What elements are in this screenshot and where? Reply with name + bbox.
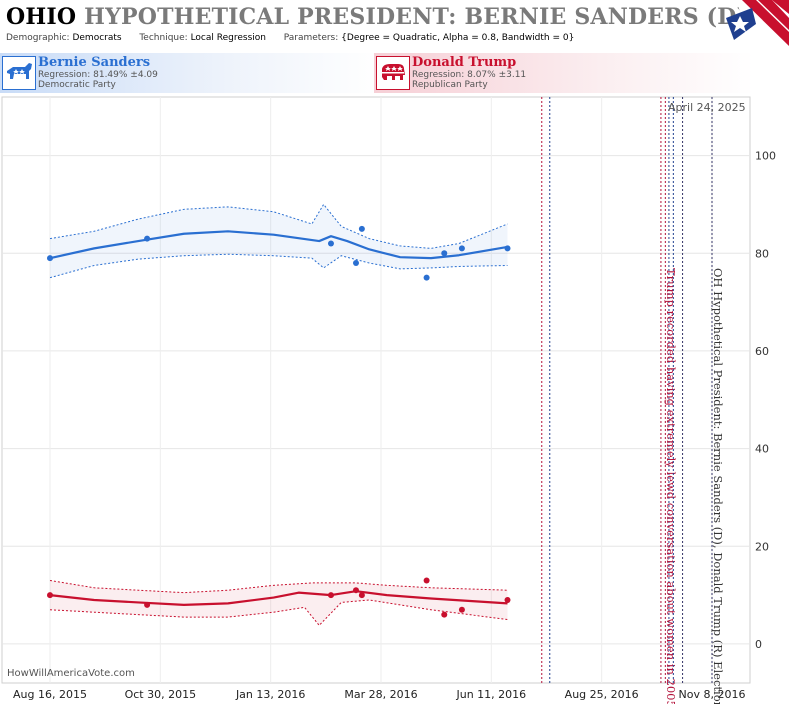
elephant-icon [376, 56, 410, 90]
candidate-card-dem: Bernie Sanders Regression: 81.49% ±4.09 … [0, 53, 380, 93]
parameters-label: Parameters: [283, 33, 339, 43]
poll-point [423, 577, 430, 584]
poll-point [423, 274, 430, 281]
candidate-name-rep: Donald Trump [412, 55, 517, 70]
y-tick-label: 100 [755, 150, 776, 163]
x-tick-label: Jan 13, 2016 [235, 688, 305, 701]
candidate-card-rep: Donald Trump Regression: 8.07% ±3.11 Rep… [374, 53, 754, 93]
flag-logo-icon [726, 0, 789, 52]
poll-point [358, 592, 365, 599]
candidate-party-dem: Democratic Party [38, 80, 116, 90]
poll-point [358, 225, 365, 232]
candidate-party-rep: Republican Party [412, 80, 488, 90]
y-tick-label: 20 [755, 540, 769, 553]
watermark: HowWillAmericaVote.com [7, 668, 135, 679]
plot-area [1, 96, 751, 684]
title-rest: HYPOTHETICAL PRESIDENT: BERNIE SANDERS (… [84, 4, 746, 30]
x-tick-label: Aug 16, 2015 [13, 688, 87, 701]
title-state: OHIO [6, 4, 77, 30]
x-tick-label: Mar 28, 2016 [344, 688, 417, 701]
poll-point [441, 250, 448, 257]
poll-point [504, 596, 511, 603]
poll-point [458, 606, 465, 613]
technique-label: Technique: [139, 33, 188, 43]
page-title: OHIO HYPOTHETICAL PRESIDENT: BERNIE SAND… [6, 4, 746, 34]
as-of-date: April 24, 2025 [668, 101, 746, 114]
x-tick-label: Oct 30, 2015 [125, 688, 197, 701]
technique-value: Local Regression [190, 33, 266, 43]
demographic-label: Demographic: [6, 33, 70, 43]
confidence-band [50, 580, 508, 626]
poll-point [504, 245, 511, 252]
poll-point [47, 255, 53, 262]
poll-point [327, 592, 334, 599]
event-label: Trump recorded having extremely lewd con… [664, 268, 678, 704]
donkey-icon [2, 56, 36, 90]
poll-point [352, 260, 359, 267]
x-tick-label: Nov 8, 2016 [679, 688, 746, 701]
x-tick-label: Aug 25, 2016 [565, 688, 639, 701]
y-tick-label: 0 [755, 638, 762, 651]
confidence-band [50, 204, 508, 278]
poll-point [458, 245, 465, 252]
chart-parameters: Demographic: Democrats Technique: Local … [6, 33, 574, 43]
poll-point [47, 592, 53, 599]
demographic-value: Democrats [72, 33, 122, 43]
poll-point [327, 240, 334, 247]
poll-point [441, 611, 448, 618]
candidate-regression-dem: Regression: 81.49% ±4.09 [38, 70, 158, 80]
candidate-regression-rep: Regression: 8.07% ±3.11 [412, 70, 527, 80]
upper-bound-line [49, 579, 508, 594]
poll-point [144, 601, 151, 608]
y-tick-label: 60 [755, 345, 769, 358]
candidate-name-dem: Bernie Sanders [38, 55, 151, 70]
poll-point [352, 587, 359, 594]
event-label: OH Hypothetical President: Bernie Sander… [711, 268, 725, 704]
poll-point [144, 235, 151, 242]
lower-bound-line [49, 599, 508, 627]
y-tick-label: 40 [755, 443, 769, 456]
x-tick-label: Jun 11, 2016 [455, 688, 526, 701]
y-tick-label: 80 [755, 247, 769, 260]
trend-line [49, 590, 508, 606]
parameters-value: {Degree = Quadratic, Alpha = 0.8, Bandwi… [341, 33, 575, 43]
